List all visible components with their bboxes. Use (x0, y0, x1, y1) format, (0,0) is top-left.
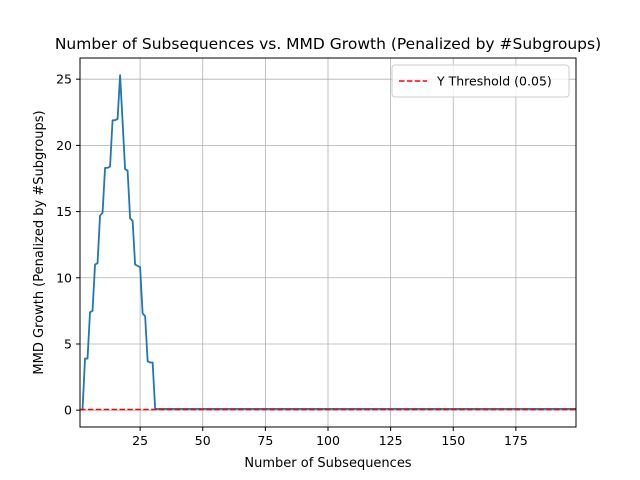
y-tick-label: 20 (56, 138, 72, 153)
x-tick-label: 100 (316, 433, 340, 448)
x-tick-label: 175 (504, 433, 528, 448)
legend: Y Threshold (0.05) (391, 64, 570, 98)
x-tick-label: 75 (257, 433, 273, 448)
ticks-group: 25 50 75 100 125 150 175 0 5 10 15 20 25 (56, 72, 528, 448)
y-tick-label: 0 (64, 403, 72, 418)
x-tick-label: 50 (195, 433, 211, 448)
y-axis-label: MMD Growth (Penalized by #Subgroups) (32, 110, 47, 374)
series-group (80, 74, 576, 411)
y-tick-label: 15 (56, 204, 72, 219)
mmd-growth-line (81, 74, 576, 411)
x-tick-label: 125 (379, 433, 403, 448)
grid (80, 58, 576, 427)
y-tick-label: 25 (56, 72, 72, 87)
y-tick-label: 10 (56, 270, 72, 285)
chart-title: Number of Subsequences vs. MMD Growth (P… (55, 35, 601, 53)
legend-label: Y Threshold (0.05) (436, 74, 552, 89)
legend-box (391, 64, 570, 98)
x-axis-label: Number of Subsequences (244, 456, 411, 471)
x-tick-label: 25 (132, 433, 148, 448)
x-tick-label: 150 (441, 433, 465, 448)
y-tick-label: 5 (64, 336, 72, 351)
